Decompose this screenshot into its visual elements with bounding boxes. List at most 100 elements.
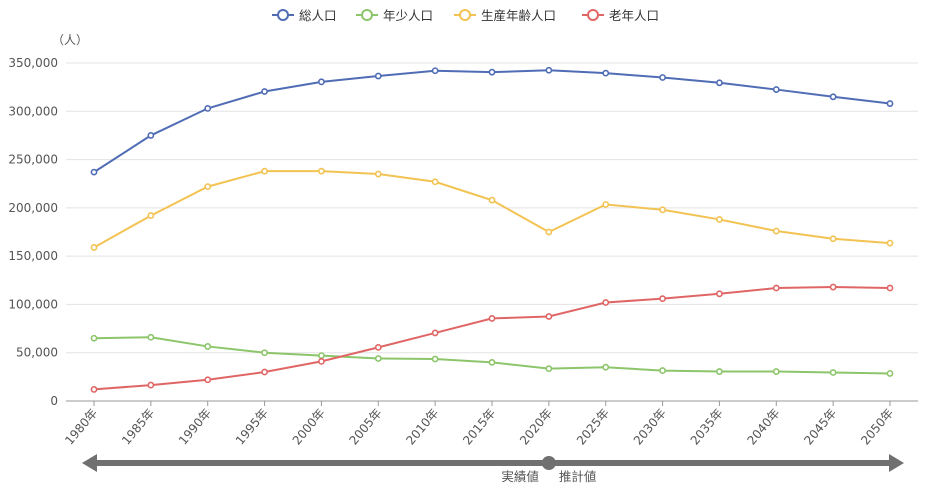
- data-point[interactable]: [602, 201, 610, 208]
- actual-label: 実績値: [501, 469, 539, 484]
- y-tick-labels: 0 50,000 100,000 150,000 200,000 250,000 300,0…: [8, 56, 58, 408]
- data-point[interactable]: [602, 363, 610, 371]
- y-tick-label: 200,000: [8, 201, 58, 215]
- y-tick-label: 350,000: [8, 56, 58, 70]
- series-line: [93, 69, 891, 173]
- data-point[interactable]: [545, 228, 553, 236]
- y-axis-unit: （人）: [52, 33, 88, 47]
- data-point[interactable]: [318, 78, 325, 86]
- data-point[interactable]: [374, 170, 382, 178]
- data-point[interactable]: [90, 386, 98, 393]
- x-tick-label: 2045年: [801, 406, 839, 448]
- data-point[interactable]: [545, 313, 553, 320]
- legend-item[interactable]: 総人口: [272, 8, 337, 23]
- legend-marker: [277, 9, 289, 21]
- data-point[interactable]: [318, 358, 325, 365]
- legend-item[interactable]: 老年人口: [582, 8, 659, 23]
- data-point[interactable]: [659, 367, 666, 374]
- data-point[interactable]: [431, 355, 439, 363]
- x-tick-label: 2020年: [517, 406, 555, 448]
- data-point[interactable]: [488, 315, 496, 322]
- legend-label: 老年人口: [609, 8, 659, 23]
- x-tick-label: 2030年: [631, 406, 669, 448]
- data-point[interactable]: [147, 212, 155, 219]
- data-point[interactable]: [659, 74, 666, 81]
- data-point[interactable]: [90, 244, 98, 251]
- data-point[interactable]: [90, 168, 98, 176]
- data-point[interactable]: [204, 343, 212, 350]
- data-point[interactable]: [772, 368, 780, 375]
- data-point[interactable]: [886, 239, 894, 247]
- data-point[interactable]: [204, 376, 212, 384]
- data-point[interactable]: [374, 344, 382, 351]
- data-point[interactable]: [431, 178, 439, 186]
- data-point[interactable]: [204, 183, 212, 191]
- data-point[interactable]: [829, 283, 837, 291]
- series-line: [93, 286, 891, 391]
- data-point[interactable]: [261, 349, 268, 357]
- data-point[interactable]: [374, 355, 382, 362]
- y-tick-label: 300,000: [8, 104, 58, 118]
- legend-item[interactable]: 生産年齢人口: [454, 8, 556, 23]
- arrow-left-icon: [82, 454, 97, 472]
- data-point[interactable]: [261, 368, 268, 376]
- x-tick-label: 1990年: [176, 406, 214, 448]
- data-point[interactable]: [318, 352, 325, 360]
- legend: 総人口 年少人口 生産年齢人口 老年人口: [272, 8, 659, 23]
- data-point[interactable]: [488, 196, 496, 204]
- data-point[interactable]: [829, 369, 837, 376]
- data-point[interactable]: [488, 358, 496, 366]
- arrow-right-icon: [889, 454, 904, 472]
- data-point[interactable]: [545, 66, 553, 74]
- data-point[interactable]: [716, 368, 723, 375]
- legend-marker: [459, 9, 471, 21]
- data-point[interactable]: [886, 100, 894, 107]
- x-tick-label: 2000年: [290, 406, 328, 448]
- data-point[interactable]: [545, 365, 553, 373]
- data-point[interactable]: [772, 284, 780, 292]
- data-point[interactable]: [772, 86, 780, 93]
- y-tick-label: 0: [50, 394, 58, 408]
- data-point[interactable]: [716, 290, 723, 298]
- series-3: [90, 283, 894, 393]
- series-lines: [90, 66, 894, 393]
- legend-marker: [587, 9, 599, 21]
- data-point[interactable]: [431, 67, 439, 75]
- x-tick-label: 2025年: [574, 406, 612, 448]
- legend-label: 生産年齢人口: [481, 8, 556, 23]
- data-point[interactable]: [431, 329, 439, 337]
- legend-marker: [361, 9, 373, 21]
- data-point[interactable]: [488, 68, 496, 76]
- data-point[interactable]: [147, 132, 155, 139]
- data-point[interactable]: [716, 216, 723, 223]
- y-tick-label: 100,000: [8, 297, 58, 311]
- data-point[interactable]: [261, 88, 268, 95]
- series-2: [90, 167, 894, 251]
- divider-dot-icon: [541, 456, 556, 470]
- data-point[interactable]: [659, 295, 666, 303]
- data-point[interactable]: [147, 381, 155, 389]
- data-point[interactable]: [147, 333, 155, 341]
- data-point[interactable]: [886, 284, 894, 292]
- data-point[interactable]: [886, 370, 894, 377]
- data-point[interactable]: [659, 206, 666, 214]
- data-point[interactable]: [602, 69, 610, 77]
- data-point[interactable]: [374, 72, 382, 80]
- data-point[interactable]: [261, 167, 268, 175]
- y-tick-label: 150,000: [8, 249, 58, 263]
- y-tick-label: 50,000: [16, 346, 58, 360]
- data-point[interactable]: [829, 235, 837, 243]
- data-point[interactable]: [204, 104, 212, 112]
- data-point[interactable]: [318, 167, 325, 175]
- x-tick-label: 2015年: [460, 406, 498, 448]
- estimate-label: 推計値: [559, 469, 597, 484]
- data-point[interactable]: [772, 227, 780, 235]
- x-tick-label: 2050年: [858, 406, 896, 448]
- data-point[interactable]: [90, 334, 98, 342]
- legend-item[interactable]: 年少人口: [356, 8, 433, 23]
- data-point[interactable]: [829, 93, 837, 101]
- y-tick-label: 250,000: [8, 153, 58, 167]
- x-tick-label: 1995年: [233, 406, 271, 448]
- data-point[interactable]: [602, 299, 610, 306]
- data-point[interactable]: [716, 79, 723, 87]
